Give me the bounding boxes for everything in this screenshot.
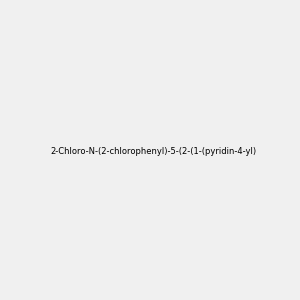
Text: 2-Chloro-N-(2-chlorophenyl)-5-(2-(1-(pyridin-4-yl): 2-Chloro-N-(2-chlorophenyl)-5-(2-(1-(pyr… [51, 147, 257, 156]
